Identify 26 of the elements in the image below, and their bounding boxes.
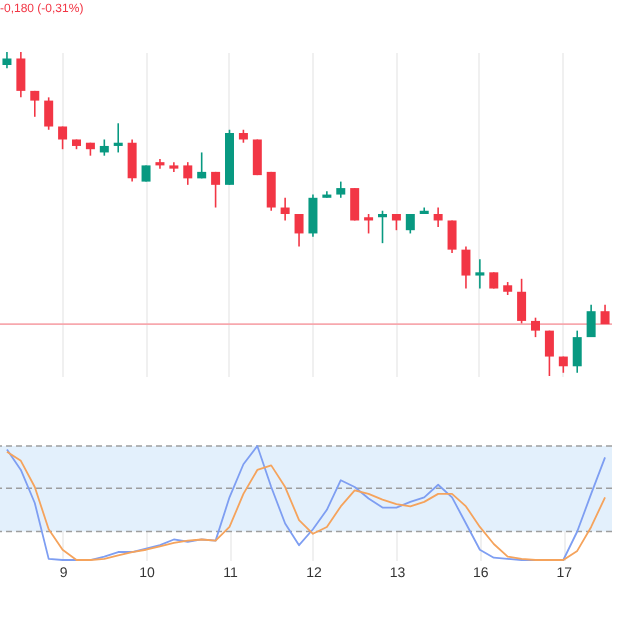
- candlestick: [294, 213, 304, 248]
- candlestick: [211, 171, 221, 209]
- candlestick: [30, 90, 40, 118]
- candlestick: [544, 329, 554, 377]
- candlestick: [308, 193, 318, 238]
- candlestick: [447, 219, 457, 254]
- candlestick: [266, 171, 276, 212]
- candlestick: [127, 138, 137, 183]
- candlestick: [531, 316, 540, 338]
- candlestick: [517, 278, 527, 325]
- candlestick: [461, 245, 471, 290]
- candlestick: [197, 151, 207, 180]
- candlestick: [475, 258, 485, 290]
- candlestick: [433, 206, 443, 228]
- candlestick: [405, 213, 415, 235]
- candlestick: [350, 187, 360, 222]
- candlestick: [572, 329, 582, 374]
- candlestick: [16, 51, 26, 99]
- candlestick: [113, 122, 123, 154]
- candlestick: [44, 96, 54, 131]
- candlestick: [378, 209, 387, 244]
- candlestick: [586, 303, 596, 338]
- candlestick: [183, 161, 193, 186]
- candlestick: [280, 197, 290, 222]
- candlestick: [252, 138, 262, 176]
- candlestick: [364, 213, 374, 235]
